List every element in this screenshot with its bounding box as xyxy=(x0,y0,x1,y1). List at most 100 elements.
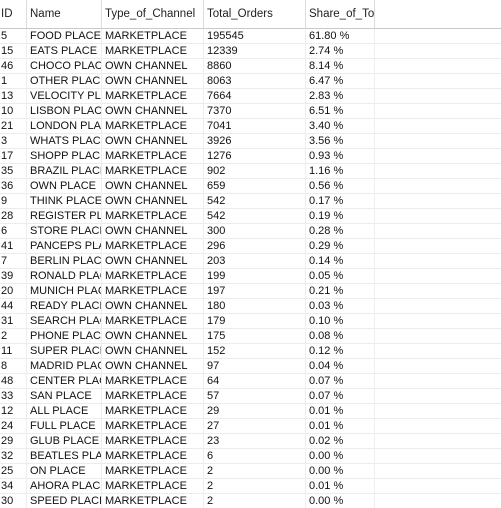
cell-total-orders[interactable]: 199 xyxy=(204,269,306,284)
cell-total-orders[interactable]: 152 xyxy=(204,344,306,359)
cell-id[interactable]: 33 xyxy=(0,389,27,404)
table-row[interactable]: 25 ON PLACE MARKETPLACE 2 0.00 % xyxy=(0,464,501,479)
cell-type-of-channel[interactable]: OWN CHANNEL xyxy=(102,329,204,344)
cell-type-of-channel[interactable]: OWN CHANNEL xyxy=(102,74,204,89)
cell-id[interactable]: 17 xyxy=(0,149,27,164)
cell-total-orders[interactable]: 542 xyxy=(204,194,306,209)
cell-name[interactable]: LISBON PLACE xyxy=(27,104,102,119)
cell-type-of-channel[interactable]: MARKETPLACE xyxy=(102,164,204,179)
column-header-share-of-total-sales[interactable]: Share_of_Total_Sales xyxy=(306,0,375,28)
cell-type-of-channel[interactable]: MARKETPLACE xyxy=(102,404,204,419)
cell-type-of-channel[interactable]: MARKETPLACE xyxy=(102,389,204,404)
cell-share-of-total-sales[interactable]: 8.14 % xyxy=(306,59,375,74)
cell-total-orders[interactable]: 180 xyxy=(204,299,306,314)
cell-id[interactable]: 32 xyxy=(0,449,27,464)
cell-type-of-channel[interactable]: OWN CHANNEL xyxy=(102,344,204,359)
cell-id[interactable]: 28 xyxy=(0,209,27,224)
cell-name[interactable]: EATS PLACE xyxy=(27,44,102,59)
cell-type-of-channel[interactable]: MARKETPLACE xyxy=(102,269,204,284)
table-row[interactable]: 34 AHORA PLACE MARKETPLACE 2 0.01 % xyxy=(0,479,501,494)
cell-name[interactable]: FULL PLACE xyxy=(27,419,102,434)
column-header-id[interactable]: ID xyxy=(0,0,27,28)
cell-share-of-total-sales[interactable]: 0.12 % xyxy=(306,344,375,359)
cell-name[interactable]: VELOCITY PLACE xyxy=(27,89,102,104)
cell-type-of-channel[interactable]: MARKETPLACE xyxy=(102,374,204,389)
cell-name[interactable]: READY PLACE xyxy=(27,299,102,314)
cell-share-of-total-sales[interactable]: 0.04 % xyxy=(306,359,375,374)
cell-id[interactable]: 10 xyxy=(0,104,27,119)
cell-share-of-total-sales[interactable]: 6.47 % xyxy=(306,74,375,89)
table-row[interactable]: 2 PHONE PLACE OWN CHANNEL 175 0.08 % xyxy=(0,329,501,344)
cell-name[interactable]: BERLIN PLACE xyxy=(27,254,102,269)
table-row[interactable]: 17 SHOPP PLACE MARKETPLACE 1276 0.93 % xyxy=(0,149,501,164)
cell-share-of-total-sales[interactable]: 0.93 % xyxy=(306,149,375,164)
cell-type-of-channel[interactable]: MARKETPLACE xyxy=(102,29,204,44)
cell-type-of-channel[interactable]: MARKETPLACE xyxy=(102,464,204,479)
cell-type-of-channel[interactable]: MARKETPLACE xyxy=(102,494,204,508)
cell-share-of-total-sales[interactable]: 0.17 % xyxy=(306,194,375,209)
cell-share-of-total-sales[interactable]: 0.29 % xyxy=(306,239,375,254)
cell-total-orders[interactable]: 12339 xyxy=(204,44,306,59)
cell-id[interactable]: 48 xyxy=(0,374,27,389)
cell-id[interactable]: 3 xyxy=(0,134,27,149)
table-row[interactable]: 15 EATS PLACE MARKETPLACE 12339 2.74 % xyxy=(0,44,501,59)
cell-name[interactable]: CHOCO PLACE xyxy=(27,59,102,74)
table-row[interactable]: 10 LISBON PLACE OWN CHANNEL 7370 6.51 % xyxy=(0,104,501,119)
cell-type-of-channel[interactable]: MARKETPLACE xyxy=(102,89,204,104)
column-header-total-orders[interactable]: Total_Orders xyxy=(204,0,306,28)
cell-id[interactable]: 36 xyxy=(0,179,27,194)
cell-name[interactable]: SPEED PLACE xyxy=(27,494,102,508)
cell-share-of-total-sales[interactable]: 3.40 % xyxy=(306,119,375,134)
cell-total-orders[interactable]: 2 xyxy=(204,494,306,508)
cell-name[interactable]: PHONE PLACE xyxy=(27,329,102,344)
cell-share-of-total-sales[interactable]: 0.01 % xyxy=(306,479,375,494)
cell-id[interactable]: 24 xyxy=(0,419,27,434)
table-row[interactable]: 1 OTHER PLACE OWN CHANNEL 8063 6.47 % xyxy=(0,74,501,89)
cell-total-orders[interactable]: 27 xyxy=(204,419,306,434)
cell-name[interactable]: WHATS PLACE xyxy=(27,134,102,149)
cell-share-of-total-sales[interactable]: 0.21 % xyxy=(306,284,375,299)
cell-type-of-channel[interactable]: MARKETPLACE xyxy=(102,119,204,134)
cell-total-orders[interactable]: 7041 xyxy=(204,119,306,134)
cell-total-orders[interactable]: 175 xyxy=(204,329,306,344)
cell-total-orders[interactable]: 542 xyxy=(204,209,306,224)
cell-name[interactable]: STORE PLACE xyxy=(27,224,102,239)
cell-id[interactable]: 44 xyxy=(0,299,27,314)
cell-type-of-channel[interactable]: OWN CHANNEL xyxy=(102,59,204,74)
cell-type-of-channel[interactable]: OWN CHANNEL xyxy=(102,104,204,119)
cell-total-orders[interactable]: 902 xyxy=(204,164,306,179)
cell-type-of-channel[interactable]: MARKETPLACE xyxy=(102,284,204,299)
cell-id[interactable]: 25 xyxy=(0,464,27,479)
table-row[interactable]: 9 THINK PLACE OWN CHANNEL 542 0.17 % xyxy=(0,194,501,209)
cell-name[interactable]: CENTER PLACE xyxy=(27,374,102,389)
cell-name[interactable]: OTHER PLACE xyxy=(27,74,102,89)
cell-id[interactable]: 46 xyxy=(0,59,27,74)
cell-type-of-channel[interactable]: MARKETPLACE xyxy=(102,314,204,329)
table-row[interactable]: 7 BERLIN PLACE OWN CHANNEL 203 0.14 % xyxy=(0,254,501,269)
cell-type-of-channel[interactable]: MARKETPLACE xyxy=(102,434,204,449)
cell-id[interactable]: 7 xyxy=(0,254,27,269)
cell-share-of-total-sales[interactable]: 0.56 % xyxy=(306,179,375,194)
table-row[interactable]: 12 ALL PLACE MARKETPLACE 29 0.01 % xyxy=(0,404,501,419)
cell-name[interactable]: REGISTER PLACE xyxy=(27,209,102,224)
cell-total-orders[interactable]: 300 xyxy=(204,224,306,239)
cell-type-of-channel[interactable]: OWN CHANNEL xyxy=(102,254,204,269)
cell-type-of-channel[interactable]: OWN CHANNEL xyxy=(102,194,204,209)
cell-type-of-channel[interactable]: MARKETPLACE xyxy=(102,239,204,254)
cell-share-of-total-sales[interactable]: 2.83 % xyxy=(306,89,375,104)
cell-type-of-channel[interactable]: OWN CHANNEL xyxy=(102,179,204,194)
cell-total-orders[interactable]: 2 xyxy=(204,464,306,479)
cell-name[interactable]: BRAZIL PLACE xyxy=(27,164,102,179)
cell-id[interactable]: 9 xyxy=(0,194,27,209)
cell-id[interactable]: 2 xyxy=(0,329,27,344)
cell-id[interactable]: 8 xyxy=(0,359,27,374)
cell-name[interactable]: SHOPP PLACE xyxy=(27,149,102,164)
cell-id[interactable]: 39 xyxy=(0,269,27,284)
cell-share-of-total-sales[interactable]: 0.10 % xyxy=(306,314,375,329)
cell-name[interactable]: OWN PLACE xyxy=(27,179,102,194)
cell-share-of-total-sales[interactable]: 2.74 % xyxy=(306,44,375,59)
